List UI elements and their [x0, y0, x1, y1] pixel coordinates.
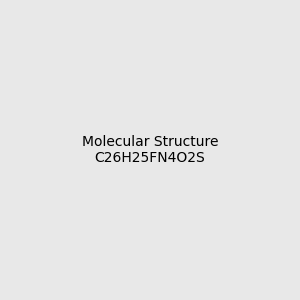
Text: Molecular Structure
C26H25FN4O2S: Molecular Structure C26H25FN4O2S	[82, 135, 218, 165]
